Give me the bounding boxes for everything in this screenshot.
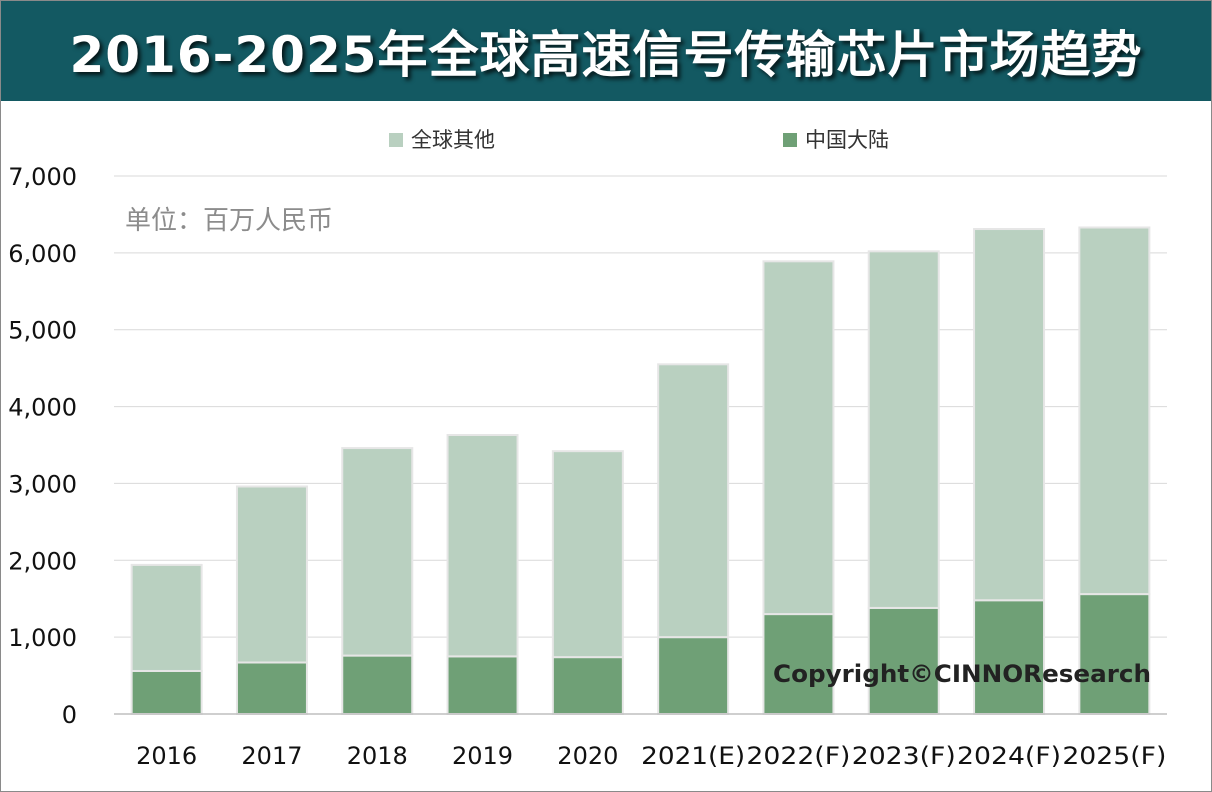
- y-tick-label: 6,000: [8, 240, 77, 268]
- bar-global-other: [867, 250, 940, 609]
- chart-title: 2016-2025年全球高速信号传输芯片市场趋势: [69, 26, 1143, 84]
- x-tick-label: 2025(F): [1062, 742, 1166, 770]
- y-tick-label: 2,000: [8, 547, 77, 575]
- bar-china-mainland: [130, 669, 203, 716]
- bar-china-mainland: [1078, 593, 1151, 715]
- y-tick-label: 5,000: [8, 317, 77, 345]
- bar-global-other: [762, 260, 835, 616]
- title-bar: 2016-2025年全球高速信号传输芯片市场趋势: [1, 1, 1211, 101]
- bar-china-mainland: [762, 613, 835, 715]
- bar-china-mainland: [657, 636, 730, 716]
- bar-china-mainland: [551, 656, 624, 716]
- x-tick-label: 2020: [557, 742, 618, 770]
- bar-global-other: [657, 363, 730, 639]
- x-tick-label: 2019: [452, 742, 513, 770]
- x-tick-label: 2024(F): [957, 742, 1061, 770]
- bar-global-other: [551, 450, 624, 659]
- y-tick-label: 0: [62, 701, 77, 729]
- unit-note: 单位：百万人民币: [125, 206, 333, 236]
- copyright-watermark: Copyright©CINNOResearch: [773, 660, 1151, 688]
- x-tick-label: 2018: [347, 742, 408, 770]
- legend-label-global-other: 全球其他: [411, 128, 495, 152]
- y-tick-label: 3,000: [8, 470, 77, 498]
- x-tick-label: 2021(E): [641, 742, 745, 770]
- bar-global-other: [1078, 226, 1151, 596]
- bar-global-other: [446, 434, 519, 658]
- bar-global-other: [235, 485, 308, 664]
- x-tick-labels: 2016 2017 2018 2019 2020 2021(E) 2022(F) 2023(F…: [136, 742, 1166, 770]
- y-tick-label: 1,000: [8, 624, 77, 652]
- y-tick-label: 7,000: [8, 163, 77, 191]
- bar-china-mainland: [341, 654, 414, 715]
- y-tick-label: 4,000: [8, 394, 77, 422]
- bars: [130, 226, 1151, 716]
- y-tick-labels: 0 1,000 2,000 3,000 4,000 5,000 6,000 7,000: [8, 163, 77, 729]
- x-tick-label: 2023(F): [852, 742, 956, 770]
- x-tick-label: 2016: [136, 742, 197, 770]
- bar-global-other: [973, 228, 1046, 602]
- legend-label-china-mainland: 中国大陆: [805, 128, 889, 152]
- x-tick-label: 2017: [241, 742, 302, 770]
- bar-china-mainland: [235, 661, 308, 716]
- x-tick-label: 2022(F): [746, 742, 850, 770]
- legend: 全球其他 中国大陆: [389, 128, 889, 152]
- bar-china-mainland: [973, 599, 1046, 715]
- bar-china-mainland: [446, 655, 519, 715]
- legend-swatch-global-other: [389, 133, 403, 147]
- bar-global-other: [341, 447, 414, 657]
- legend-swatch-china-mainland: [783, 133, 797, 147]
- bar-global-other: [130, 563, 203, 672]
